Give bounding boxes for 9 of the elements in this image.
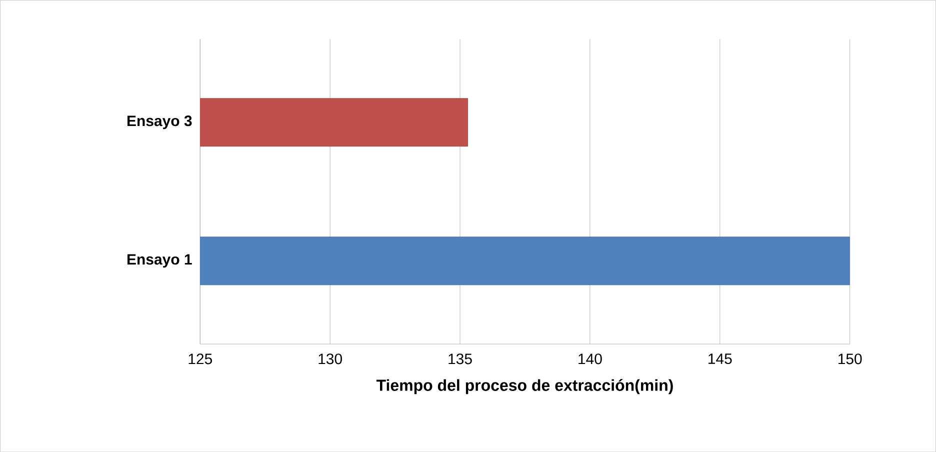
y-tick-label: Ensayo 3 bbox=[127, 115, 192, 130]
x-tick-label: 140 bbox=[578, 353, 602, 364]
x-axis-title: Tiempo del proceso de extracción(min) bbox=[376, 378, 673, 394]
y-tick-label: Ensayo 1 bbox=[127, 254, 192, 268]
x-tick-label: 150 bbox=[838, 353, 862, 364]
x-tick-label: 125 bbox=[188, 353, 212, 364]
x-tick-label: 145 bbox=[708, 353, 732, 364]
x-tick-label: 130 bbox=[318, 353, 342, 364]
x-tick-label: 135 bbox=[448, 353, 472, 364]
